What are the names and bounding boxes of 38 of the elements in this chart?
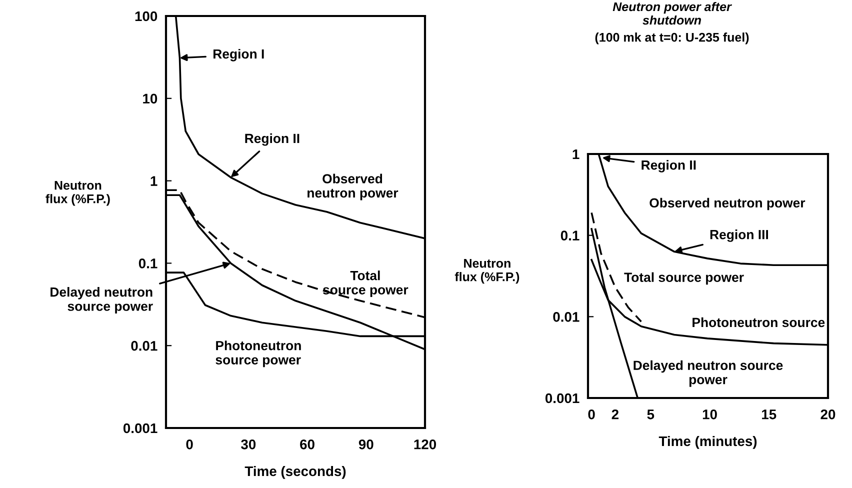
annotation: Delayed neutron source power xyxy=(50,287,153,314)
chart-subtitle: (100 mk at t=0: U-235 fuel) xyxy=(595,32,749,44)
y-tick-label: 0.001 xyxy=(123,423,158,434)
annotation: Photoneutron source power xyxy=(216,340,301,368)
x-tick-label: 0 xyxy=(186,439,193,450)
annotation: Total source power xyxy=(624,272,744,285)
y-tick-label: 0.01 xyxy=(131,340,158,351)
annotation: Region II xyxy=(642,160,696,172)
x-tick-label: 15 xyxy=(762,410,776,420)
x-tick-label: 0 xyxy=(588,409,595,420)
annotation: Observed neutron power xyxy=(650,198,806,210)
x-tick-label: 30 xyxy=(241,439,256,450)
x-axis-title: Time (minutes) xyxy=(658,436,757,449)
x-tick-label: 90 xyxy=(358,439,374,450)
chart-title: Neutron power after shutdown xyxy=(612,2,732,25)
y-tick-label: 0.01 xyxy=(553,312,580,322)
x-tick-label: 2 xyxy=(612,409,618,420)
y-axis-title: Neutron flux (%F.P.) xyxy=(454,259,520,284)
x-tick-label: 20 xyxy=(820,409,836,420)
annotation: Observed neutron power xyxy=(308,174,398,200)
annotation: Photoneutron source xyxy=(692,317,825,328)
y-axis-title: Neutron flux (%F.P.) xyxy=(46,181,110,206)
y-tick-label: 10 xyxy=(143,94,158,104)
annotation: Delayed neutron source power xyxy=(634,360,783,387)
annotation: Region II xyxy=(245,133,300,146)
x-tick-label: 10 xyxy=(702,409,717,420)
y-tick-label: 0.1 xyxy=(138,258,158,268)
y-tick-label: 0.001 xyxy=(545,393,580,404)
annotation: Region I xyxy=(214,48,264,62)
y-tick-label: 100 xyxy=(135,11,158,22)
x-tick-label: 120 xyxy=(414,439,436,450)
y-tick-label: 1 xyxy=(572,149,580,160)
x-axis-title: Time (seconds) xyxy=(244,466,346,479)
y-tick-label: 1 xyxy=(150,176,158,186)
y-tick-label: 0.1 xyxy=(560,230,580,241)
x-tick-label: 5 xyxy=(647,410,654,420)
x-tick-label: 60 xyxy=(300,439,314,450)
annotation: Region III xyxy=(710,230,768,242)
